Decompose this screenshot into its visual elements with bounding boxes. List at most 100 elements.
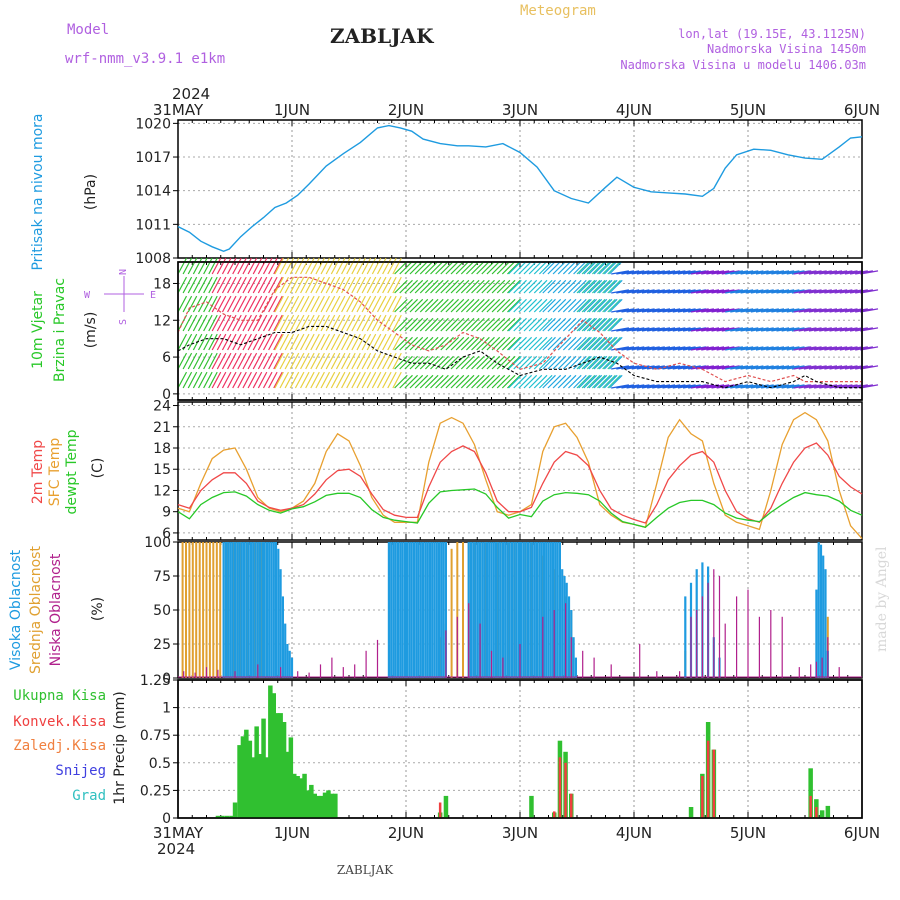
precip-legend-1: Konvek.Kisa: [13, 714, 106, 730]
wind-barb: [576, 260, 591, 275]
wind-barb: [808, 327, 827, 332]
wind-barb: [284, 257, 295, 275]
wind-barb: [371, 276, 382, 294]
cloud-bar: [419, 542, 422, 678]
wind-barb: [424, 260, 439, 275]
wind-barb: [657, 346, 676, 351]
wind-barb: [430, 279, 444, 294]
wind-barb: [197, 257, 208, 275]
wind-barb: [602, 317, 616, 332]
wind-barb: [361, 352, 372, 370]
wind-barb: [568, 355, 582, 370]
wind-barb: [294, 352, 305, 370]
precip-bar: [302, 773, 307, 818]
cloud-bar: [401, 542, 404, 678]
wind-barb: [844, 308, 863, 313]
wind-barb: [341, 276, 351, 294]
cloud-series-low: [183, 569, 840, 678]
wind-barb: [476, 355, 490, 370]
temp-label-2: dewpt Temp: [64, 429, 80, 514]
wind-barb: [750, 327, 769, 332]
precip-bar: [333, 793, 338, 818]
wind-barb: [844, 289, 863, 294]
wind-barb: [562, 355, 577, 370]
wind-barb: [716, 365, 735, 370]
wind-barb: [740, 384, 759, 389]
wind-barb: [766, 346, 785, 351]
cloud-bar: [231, 542, 234, 678]
wind-barb: [607, 355, 621, 370]
y-tick-label: 1017: [135, 150, 171, 166]
wind-barb: [766, 289, 785, 294]
wind-barb: [814, 346, 832, 351]
wind-barb: [621, 327, 640, 332]
panel-pressure: 1008 1011 1014 1017 1020: [135, 116, 863, 267]
wind-barb: [647, 289, 665, 294]
wind-barb: [583, 298, 598, 313]
wind-barb: [508, 355, 522, 370]
model-altitude-info: Nadmorska Visina u modelu 1406.03m: [620, 58, 866, 72]
wind-barb: [455, 355, 470, 370]
wind-barb: [542, 336, 556, 351]
cloud-bar: [428, 542, 431, 678]
wind-barb: [177, 352, 188, 370]
wind-barb: [450, 355, 465, 370]
wind-barb: [819, 327, 838, 332]
wind-barb: [268, 257, 278, 275]
wind-barb: [781, 270, 800, 275]
wind-barb: [588, 279, 603, 294]
y-tick-label: 0.25: [140, 783, 171, 799]
wind-barb: [435, 317, 449, 332]
wind-title: 10m Vjetar: [30, 291, 46, 369]
dewpt-line: [177, 488, 863, 529]
wind-barb: [711, 327, 730, 332]
wind-barb: [682, 270, 701, 275]
wind-barb: [284, 371, 295, 389]
panel-frame: [177, 119, 863, 259]
wind-barb: [414, 355, 429, 370]
wind-barb: [771, 289, 790, 294]
wind-barb: [268, 333, 278, 351]
cloud-bar: [426, 542, 429, 678]
year-top: 2024: [172, 85, 210, 103]
wind-barb: [819, 289, 838, 294]
compass-e: E: [150, 290, 156, 301]
wind-barb: [578, 336, 592, 351]
wind-barb: [252, 352, 263, 370]
year-bottom: 2024: [157, 840, 195, 858]
wind-barb: [371, 352, 382, 370]
wind-barb: [279, 276, 290, 294]
cloud-bar: [533, 542, 536, 678]
cloud-bar: [492, 542, 495, 678]
wind-barb: [528, 260, 543, 275]
wind-barb: [552, 317, 567, 332]
wind-barb: [573, 260, 587, 275]
wind-barb: [562, 298, 577, 313]
wind-barb: [607, 317, 621, 332]
wind-barb: [542, 374, 556, 389]
wind-barb: [496, 317, 511, 332]
wind-barb: [641, 308, 660, 313]
wind-barb: [227, 276, 237, 294]
wind-barb: [573, 374, 587, 389]
precip-bar: [261, 718, 266, 818]
wind-barb: [508, 279, 522, 294]
wind-barb: [465, 260, 480, 275]
wind-barb: [593, 260, 608, 275]
wind-barb: [849, 308, 868, 313]
wind-barb: [471, 260, 485, 275]
wind-barb: [305, 314, 315, 332]
wind-barb: [455, 317, 470, 332]
precip-bar: [254, 726, 259, 818]
wind-barb: [611, 346, 630, 351]
wind-barb: [725, 384, 744, 389]
wind-barb: [667, 384, 686, 389]
wind-barb: [603, 260, 618, 275]
wind-barb: [844, 327, 863, 332]
wind-barb: [528, 317, 543, 332]
wind-barb: [849, 270, 868, 275]
cloud-bar: [827, 637, 829, 678]
wind-barb: [641, 327, 660, 332]
wind-barb: [667, 327, 686, 332]
wind-barb: [376, 295, 387, 313]
